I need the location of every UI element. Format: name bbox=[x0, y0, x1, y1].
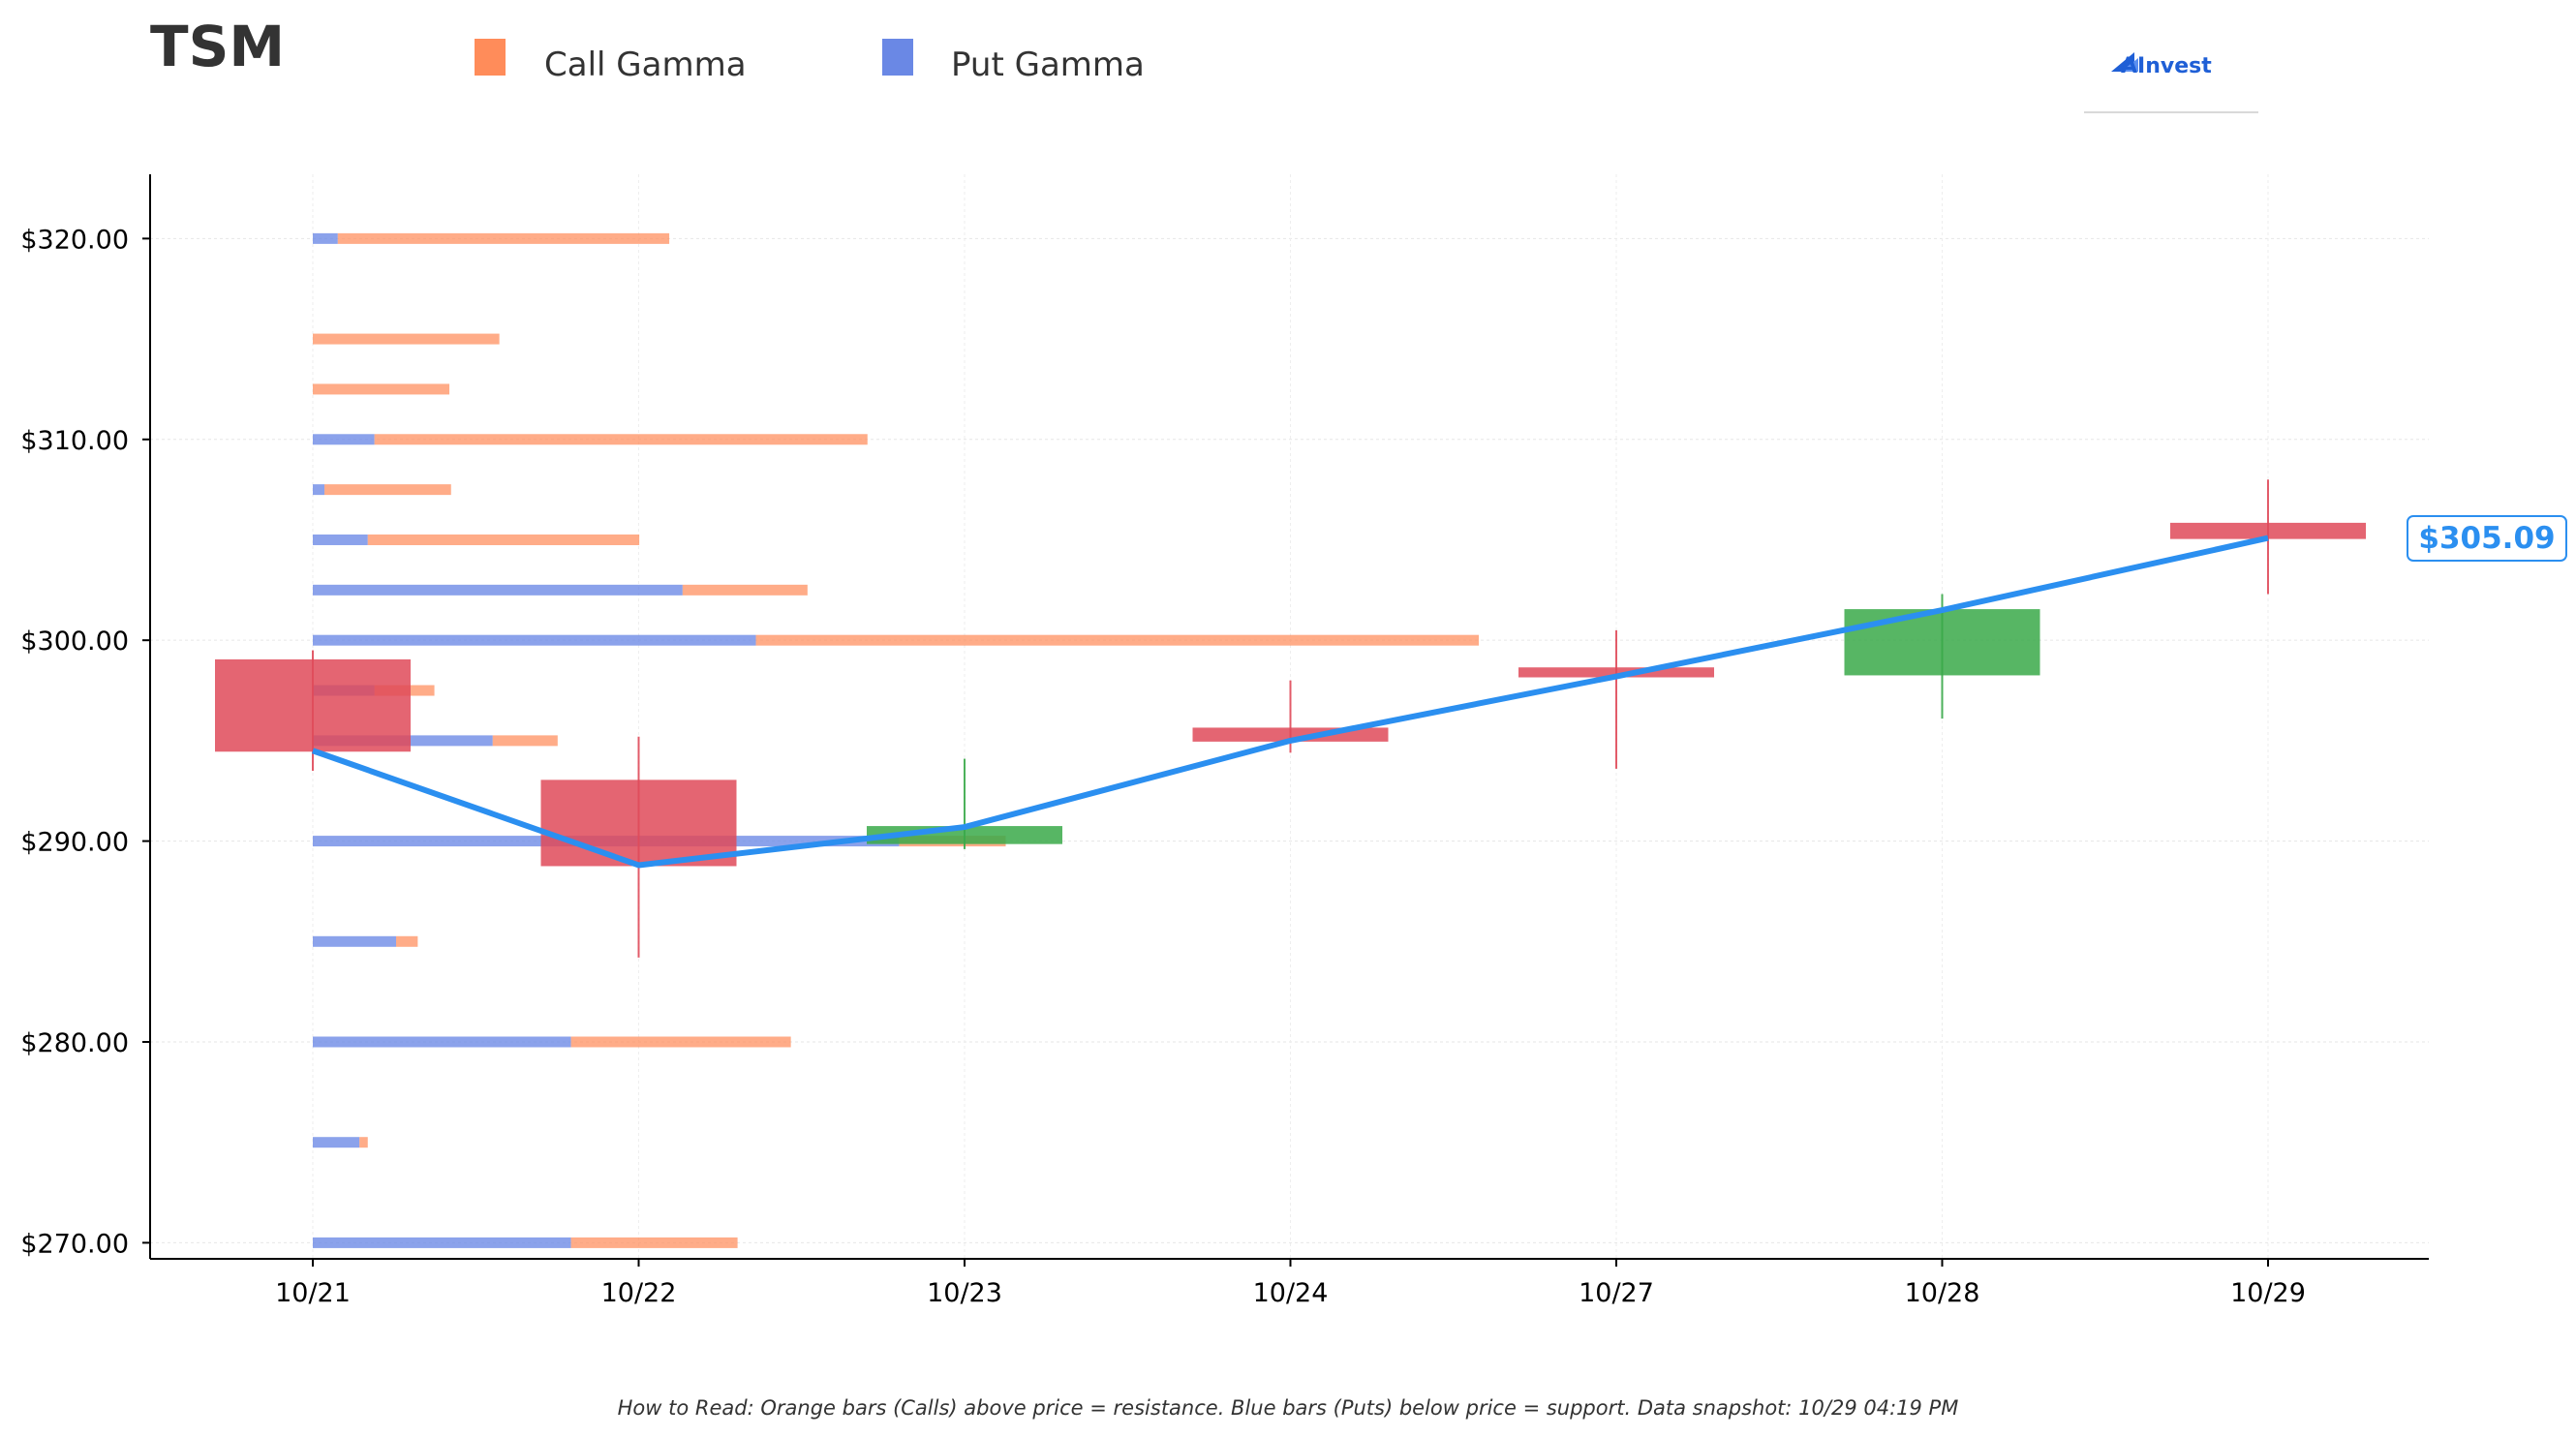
call-gamma-bar bbox=[324, 484, 451, 496]
ainvest-logo: AInvest bbox=[2084, 52, 2258, 113]
x-tick-label: 10/21 bbox=[275, 1278, 351, 1308]
call-gamma-bar bbox=[359, 1137, 368, 1148]
call-gamma-bar bbox=[313, 383, 450, 395]
x-tick-label: 10/24 bbox=[1253, 1278, 1329, 1308]
call-gamma-bar bbox=[313, 333, 500, 345]
put-gamma-bar bbox=[313, 935, 396, 947]
legend-call-label: Call Gamma bbox=[544, 46, 747, 84]
put-gamma-bar bbox=[313, 1237, 571, 1248]
y-tick-label: $310.00 bbox=[20, 426, 129, 456]
x-tick-label: 10/29 bbox=[2230, 1278, 2306, 1308]
price-line-layer bbox=[312, 535, 2269, 869]
put-gamma-bar bbox=[313, 634, 756, 646]
logo-text: AInvest bbox=[2121, 54, 2212, 78]
candle-body bbox=[2170, 522, 2366, 539]
x-tick-label: 10/27 bbox=[1579, 1278, 1654, 1308]
put-gamma-bar bbox=[313, 1137, 360, 1148]
call-gamma-bar bbox=[570, 1036, 791, 1048]
y-tick-label: $290.00 bbox=[20, 828, 129, 858]
call-gamma-bar bbox=[396, 935, 418, 947]
call-gamma-bar bbox=[570, 1237, 738, 1248]
call-gamma-bar bbox=[374, 434, 868, 445]
y-tick-label: $270.00 bbox=[20, 1229, 129, 1259]
footnote: How to Read: Orange bars (Calls) above p… bbox=[618, 1396, 1959, 1420]
call-gamma-bar bbox=[492, 735, 558, 747]
current-price-label: $305.09 bbox=[2418, 521, 2555, 556]
put-gamma-bar bbox=[313, 584, 683, 596]
call-gamma-bar bbox=[682, 584, 808, 596]
ainvest-logo-icon bbox=[2111, 52, 2138, 72]
candles bbox=[215, 479, 2366, 958]
current-price-box bbox=[2407, 515, 2567, 562]
legend-put-swatch bbox=[882, 39, 913, 76]
y-tick-label: $320.00 bbox=[20, 225, 129, 255]
put-gamma-bar bbox=[313, 1036, 571, 1048]
put-gamma-bar bbox=[313, 534, 368, 545]
candle-body bbox=[215, 658, 411, 752]
put-gamma-bar bbox=[313, 232, 338, 244]
put-gamma-bar bbox=[313, 434, 375, 445]
x-tick-label: 10/28 bbox=[1905, 1278, 1980, 1308]
put-gamma-bar bbox=[313, 484, 325, 496]
candle-body bbox=[540, 780, 737, 867]
x-tick-label: 10/22 bbox=[601, 1278, 677, 1308]
call-gamma-bar bbox=[755, 634, 1479, 646]
x-tick-label: 10/23 bbox=[927, 1278, 1002, 1308]
y-tick-label: $280.00 bbox=[20, 1028, 129, 1058]
axes: $270.00 $280.00 $290.00 $300.00 $310.00 $320.… bbox=[20, 174, 2429, 1308]
call-gamma-bar bbox=[337, 232, 670, 244]
legend-call-swatch bbox=[475, 39, 506, 76]
current-price-badge: $305.09 bbox=[2407, 515, 2567, 562]
candle-body bbox=[1844, 609, 2040, 676]
legend-put-label: Put Gamma bbox=[951, 46, 1145, 84]
y-tick-label: $300.00 bbox=[20, 627, 129, 657]
chart-title: TSM bbox=[150, 14, 285, 79]
call-gamma-bar bbox=[367, 534, 640, 545]
price-line bbox=[312, 535, 2269, 869]
